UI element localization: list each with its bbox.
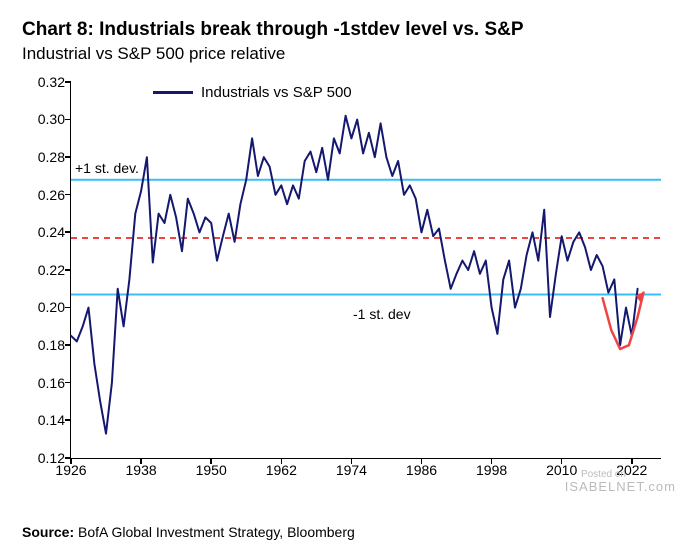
source-label: Source: [22, 524, 74, 540]
chart-subtitle: Industrial vs S&P 500 price relative [22, 44, 678, 64]
source-text: BofA Global Investment Strategy, Bloombe… [78, 524, 355, 540]
y-tick-label: 0.26 [38, 187, 71, 203]
plot-svg [71, 82, 661, 458]
y-tick-label: 0.32 [38, 74, 71, 90]
y-tick-label: 0.20 [38, 299, 71, 315]
plot-region: Industrials vs S&P 500 +1 st. dev. -1 st… [70, 82, 661, 459]
x-tick-label: 1926 [55, 458, 86, 478]
chart-container: Chart 8: Industrials break through -1std… [0, 0, 700, 550]
x-tick-label: 1998 [476, 458, 507, 478]
x-tick-label: 1938 [126, 458, 157, 478]
x-tick-label: 1974 [336, 458, 367, 478]
x-tick-label: 2010 [546, 458, 577, 478]
x-tick-label: 1962 [266, 458, 297, 478]
y-tick-label: 0.30 [38, 111, 71, 127]
source-line: Source: BofA Global Investment Strategy,… [22, 524, 355, 540]
y-tick-label: 0.16 [38, 375, 71, 391]
y-tick-label: 0.22 [38, 262, 71, 278]
chart-area: Industrials vs S&P 500 +1 st. dev. -1 st… [22, 74, 678, 494]
watermark-site: ISABELNET.com [565, 479, 676, 494]
y-tick-label: 0.14 [38, 412, 71, 428]
y-tick-label: 0.28 [38, 149, 71, 165]
y-tick-label: 0.18 [38, 337, 71, 353]
x-tick-label: 1950 [196, 458, 227, 478]
y-tick-label: 0.24 [38, 224, 71, 240]
x-tick-label: 1986 [406, 458, 437, 478]
chart-title: Chart 8: Industrials break through -1std… [22, 18, 678, 42]
